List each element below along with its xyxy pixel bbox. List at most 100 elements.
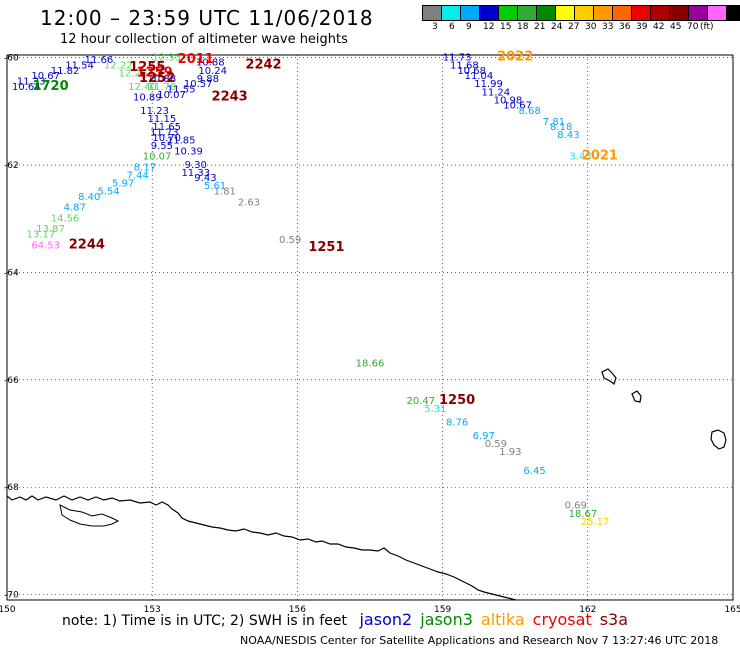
latitude-tick-label: -68 xyxy=(4,483,19,493)
wave-height-label: 12.22 xyxy=(104,60,133,71)
wave-height-label: 20.47 xyxy=(406,396,435,407)
scale-label: 6 xyxy=(449,22,455,32)
wave-height-label: 4.87 xyxy=(64,203,86,214)
wave-height-label: 11.23 xyxy=(140,106,169,117)
wave-height-label: 25.17 xyxy=(581,517,610,528)
scale-swatch xyxy=(726,5,740,21)
wave-height-label: 10.07 xyxy=(143,152,172,163)
satellite-legend-item: cryosat xyxy=(532,610,592,629)
wave-height-label: 5.54 xyxy=(98,187,120,198)
wave-height-label: 11.82 xyxy=(51,66,80,77)
map-title: 12:00 – 23:59 UTC 11/06/2018 xyxy=(40,6,374,30)
longitude-tick-label: 159 xyxy=(434,605,451,615)
wave-height-label: 13.17 xyxy=(27,230,56,241)
wave-height-label: 14.56 xyxy=(51,213,80,224)
longitude-tick-label: 165 xyxy=(724,605,740,615)
wave-height-label: 7.81 xyxy=(543,117,565,128)
wave-height-label: 11.66 xyxy=(85,55,114,66)
wave-height-label: 10.57 xyxy=(184,79,213,90)
longitude-tick-label: 150 xyxy=(0,605,16,615)
pass-time-label: 1259 xyxy=(137,65,173,80)
pass-time-label: 2021 xyxy=(582,149,618,164)
wave-height-labels: 11.6611.5411.8210.6711.3310.6412.3312.22… xyxy=(12,52,609,527)
wave-height-label: 11.33 xyxy=(17,77,46,88)
latitude-tick-label: -66 xyxy=(4,376,19,386)
wave-height-label: 0.69 xyxy=(565,501,587,512)
footer-legend: note: 1) Time is in UTC; 2) SWH is in fe… xyxy=(62,610,644,629)
pass-time-label: 1252 xyxy=(139,71,175,86)
pass-time-label: 1251 xyxy=(308,240,344,255)
wave-height-label: 8.43 xyxy=(557,130,579,141)
wave-height-label: 9.30 xyxy=(185,160,207,171)
latitude-tick-label: -60 xyxy=(4,54,19,64)
wave-height-label: 1.93 xyxy=(499,447,521,458)
latitude-tick-label: -70 xyxy=(4,591,19,601)
axis-labels: 150 153 156 159 162 165 -60 -62 -64 -66 -68 -70 xyxy=(0,54,740,615)
wave-height-label: 18.67 xyxy=(569,509,598,520)
wave-height-label: 10.07 xyxy=(157,90,186,101)
pass-time-label: 2242 xyxy=(245,57,281,72)
wave-height-label: 11.55 xyxy=(167,85,196,96)
wave-height-label: 12.33 xyxy=(152,52,181,63)
wave-height-label: 11.04 xyxy=(465,71,494,82)
scale-label: 12 xyxy=(483,22,495,32)
pass-time-label: 2022 xyxy=(497,49,533,64)
wave-height-label: 8.68 xyxy=(519,106,541,117)
wave-height-label: 0.59 xyxy=(485,439,507,450)
coastline xyxy=(6,368,727,601)
wave-height-label: 10.89 xyxy=(133,93,162,104)
wave-height-label: 9.88 xyxy=(197,74,219,85)
satellite-legend-item: altika xyxy=(480,610,525,629)
wave-height-label: 11.73 xyxy=(443,52,472,63)
wave-height-label: 13.87 xyxy=(36,224,65,235)
wave-height-label: 11.99 xyxy=(474,79,503,90)
wave-height-label: 10.70 xyxy=(152,133,181,144)
wave-height-label: 10.67 xyxy=(31,71,60,82)
satellite-legend-item: s3a xyxy=(599,610,629,629)
scale-label: 3 xyxy=(432,22,438,32)
wave-height-label: 8.17 xyxy=(134,162,156,173)
wave-height-label: 10.98 xyxy=(494,95,523,106)
pass-time-label: 1250 xyxy=(439,393,475,408)
balleny-island-south xyxy=(710,429,727,450)
wave-height-label: 11.85 xyxy=(167,136,196,147)
wave-height-label: 8.76 xyxy=(446,417,468,428)
pass-time-label: 2244 xyxy=(69,237,105,252)
wave-height-label: 12.26 xyxy=(119,68,148,79)
wave-height-label: 12.40 xyxy=(128,82,157,93)
scale-label: 36 xyxy=(619,22,631,32)
balleny-island-north xyxy=(601,368,617,385)
wave-height-label: 11.33 xyxy=(181,168,210,179)
antarctic-coastline xyxy=(6,495,517,601)
satellite-legend-item: jason3 xyxy=(420,610,473,629)
pass-time-label: 1255 xyxy=(129,60,165,75)
wave-height-label: 64.53 xyxy=(31,240,60,251)
wave-height-label: 5.61 xyxy=(204,181,226,192)
longitude-tick-label: 156 xyxy=(289,605,306,615)
longitude-tick-label: 153 xyxy=(144,605,161,615)
scale-label: 70 xyxy=(687,22,699,32)
map-frame xyxy=(6,54,734,601)
wave-height-label: 6.97 xyxy=(473,431,495,442)
scale-label: 33 xyxy=(602,22,614,32)
graticule xyxy=(6,55,734,600)
longitude-tick-label: 162 xyxy=(579,605,596,615)
credit-line: NOAA/NESDIS Center for Satellite Applica… xyxy=(240,634,719,647)
scale-label: 9 xyxy=(466,22,472,32)
wave-height-label: 11.65 xyxy=(152,122,181,133)
scale-label: 15 xyxy=(500,22,512,32)
scale-label: 42 xyxy=(653,22,665,32)
coast-inlet xyxy=(59,504,120,527)
pass-time-label: 2011 xyxy=(178,52,214,67)
map-subtitle: 12 hour collection of altimeter wave hei… xyxy=(60,32,348,47)
wave-height-label: 10.24 xyxy=(198,66,227,77)
footer-note: note: 1) Time is in UTC; 2) SWH is in fe… xyxy=(62,613,348,629)
wave-height-label: 11.78 xyxy=(148,82,177,93)
wave-height-label: 1.81 xyxy=(214,187,236,198)
scale-label: 21 xyxy=(534,22,546,32)
scale-label: (ft) xyxy=(700,22,714,32)
satellite-legend-item: jason2 xyxy=(359,610,413,629)
pass-time-label: 2243 xyxy=(212,90,248,105)
